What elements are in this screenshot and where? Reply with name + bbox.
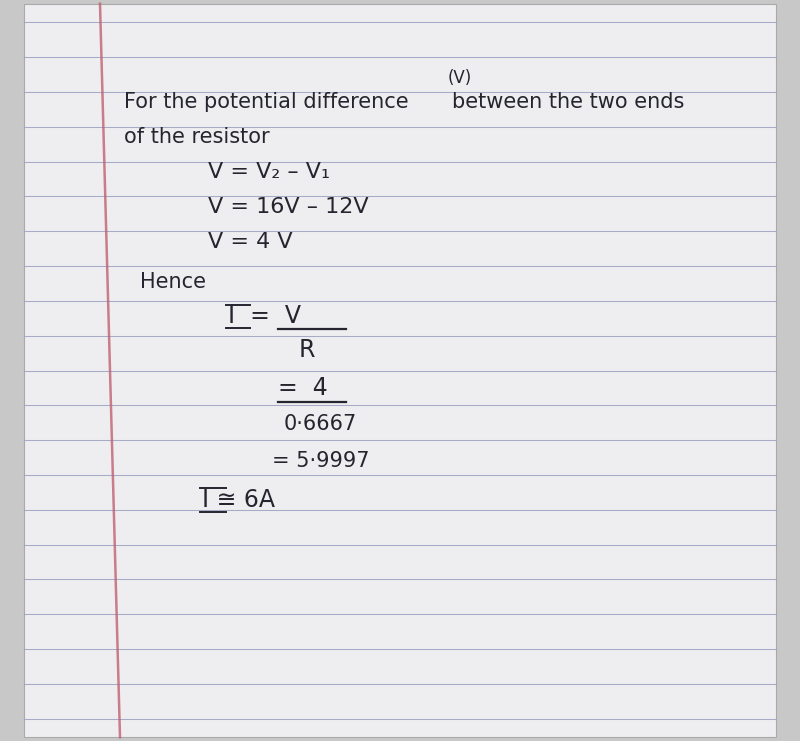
- Text: of the resistor: of the resistor: [124, 127, 270, 147]
- Text: V = 4 V: V = 4 V: [208, 232, 293, 251]
- Text: V = V₂ – V₁: V = V₂ – V₁: [208, 162, 330, 182]
- Text: Hence: Hence: [140, 272, 206, 291]
- Text: =  4: = 4: [278, 376, 328, 400]
- FancyBboxPatch shape: [24, 4, 776, 737]
- Text: between the two ends: between the two ends: [452, 93, 684, 112]
- Text: (V): (V): [448, 69, 472, 87]
- Text: R: R: [298, 339, 314, 362]
- Text: 0·6667: 0·6667: [284, 414, 358, 433]
- Text: V = 16V – 12V: V = 16V – 12V: [208, 197, 369, 216]
- Text: I  =  V: I = V: [228, 305, 301, 328]
- Text: I ≅ 6A: I ≅ 6A: [202, 488, 275, 512]
- Text: For the potential difference: For the potential difference: [124, 93, 409, 112]
- Text: = 5·9997: = 5·9997: [272, 451, 370, 471]
